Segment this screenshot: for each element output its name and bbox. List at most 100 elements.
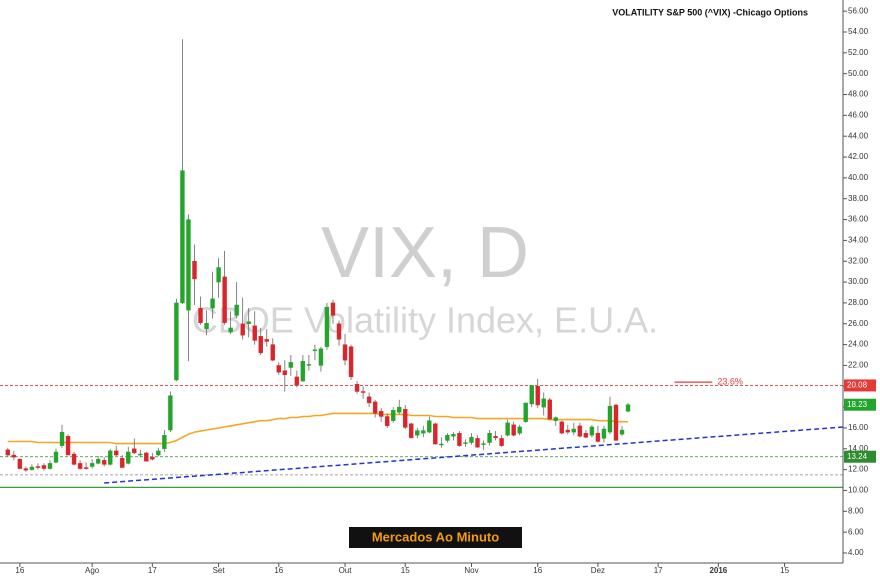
candle-body	[427, 420, 432, 433]
candle-body	[589, 426, 595, 436]
candle-body	[378, 411, 384, 417]
y-tick-label: 24.00	[848, 340, 869, 349]
candle-body	[23, 468, 29, 471]
y-tick-label: 42.00	[848, 152, 869, 161]
candle-body	[174, 302, 179, 381]
candle-body	[529, 385, 534, 405]
last-price-box	[844, 398, 876, 411]
y-tick-label: 56.00	[848, 6, 869, 15]
candle-body	[559, 421, 564, 434]
fib-label: 23.6%	[717, 376, 743, 386]
candle-body	[354, 383, 360, 392]
x-tick-label: Out	[339, 566, 353, 575]
x-tick-label: Set	[213, 566, 226, 575]
candle-body	[246, 321, 251, 324]
candle-body	[162, 435, 167, 449]
candle-body	[65, 436, 71, 456]
badge: Mercados Ao Minuto	[372, 529, 499, 544]
candle-body	[138, 453, 143, 456]
candle-body	[156, 450, 161, 456]
last-price-label: 18.23	[847, 400, 868, 409]
price-label: 20.08	[847, 381, 868, 390]
candle-body	[282, 370, 288, 376]
candle-body	[29, 466, 35, 470]
x-tick-label: Nov	[464, 566, 478, 575]
candle-body	[150, 456, 155, 460]
candle-body	[186, 219, 191, 311]
candle-body	[499, 438, 504, 446]
candle-body	[216, 267, 221, 283]
candle-body	[571, 428, 577, 433]
candle-body	[397, 406, 402, 413]
candle-body	[342, 344, 348, 361]
trendline	[104, 426, 844, 484]
x-tick-label: 16	[274, 566, 283, 575]
x-tick-label: Dez	[591, 566, 605, 575]
candle-body	[324, 306, 330, 347]
x-tick-label: 17	[148, 566, 157, 575]
candle-body	[126, 451, 131, 464]
candle-body	[607, 405, 613, 433]
watermark: VIX, D	[321, 213, 529, 293]
candle-body	[192, 261, 197, 280]
candle-body	[415, 430, 420, 436]
price-label-box	[844, 450, 876, 463]
y-tick-label: 48.00	[848, 90, 869, 99]
x-tick-label: 15	[401, 566, 410, 575]
y-tick-label: 52.00	[848, 48, 869, 57]
candle-body	[77, 463, 83, 469]
candle-body	[463, 442, 468, 444]
candle-body	[312, 349, 318, 352]
candle-body	[553, 417, 558, 421]
x-tick-label: 16	[15, 566, 24, 575]
candle-body	[210, 298, 215, 309]
candle-body	[547, 399, 552, 420]
y-tick-label: 8.00	[848, 506, 864, 515]
candle-body	[294, 376, 300, 386]
candle-body	[264, 339, 269, 342]
candle-body	[276, 365, 281, 373]
candle-body	[457, 432, 462, 446]
candle-body	[168, 395, 173, 431]
candle-body	[240, 323, 245, 336]
candle-body	[451, 434, 456, 437]
x-tick-label: 16	[533, 566, 542, 575]
candle-body	[469, 437, 474, 443]
candle-body	[439, 443, 444, 446]
candle-body	[300, 361, 306, 382]
candle-body	[35, 466, 41, 468]
candle-body	[222, 276, 227, 323]
y-tick-label: 26.00	[848, 319, 869, 328]
candle-body	[348, 346, 354, 378]
candle-body	[318, 348, 324, 366]
y-tick-label: 54.00	[848, 27, 869, 36]
candle-body	[613, 404, 619, 441]
y-tick-label: 14.00	[848, 444, 869, 453]
y-tick-label: 4.00	[848, 548, 864, 557]
candle-body	[228, 327, 233, 333]
candle-body	[619, 429, 625, 435]
candle-body	[336, 323, 342, 340]
y-tick-label: 34.00	[848, 236, 869, 245]
candle-body	[17, 459, 23, 469]
candle-body	[47, 463, 53, 469]
y-tick-label: 40.00	[848, 173, 869, 182]
candle-body	[372, 401, 378, 414]
y-tick-label: 46.00	[848, 110, 869, 119]
candle-body	[409, 423, 414, 439]
candle-body	[541, 398, 546, 408]
candle-body	[132, 448, 137, 454]
y-tick-label: 32.00	[848, 256, 869, 265]
candle-body	[421, 430, 426, 434]
candle-body	[5, 449, 11, 456]
candle-body	[95, 459, 101, 464]
candle-body	[366, 396, 372, 404]
x-tick-label: 15	[780, 566, 789, 575]
candle-body	[505, 422, 510, 436]
candle-body	[258, 336, 263, 354]
candle-body	[523, 402, 528, 422]
candle-body	[120, 457, 125, 468]
candle-body	[71, 453, 77, 465]
candle-body	[487, 432, 492, 443]
